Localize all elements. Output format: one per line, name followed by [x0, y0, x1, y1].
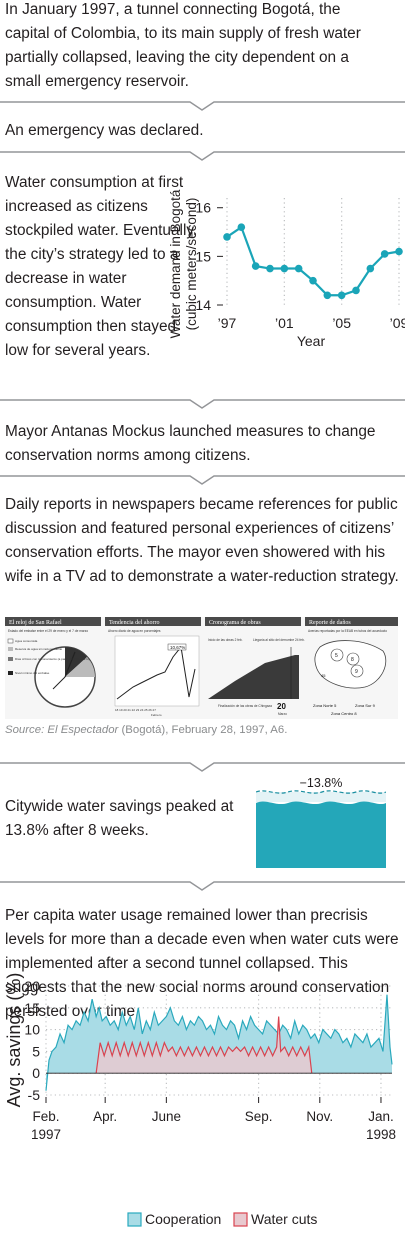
works-date: 20: [277, 702, 286, 711]
source-prefix: Source:: [5, 724, 48, 736]
x-tick-label: ’05: [332, 315, 351, 331]
y-tick-label: 16: [195, 200, 211, 216]
demand-point: [380, 250, 389, 258]
reports-text: Daily reports in newspapers became refer…: [5, 496, 399, 585]
panel-title-clock: El reloj de San Rafael: [9, 619, 62, 626]
demand-point: [395, 247, 403, 256]
y-tick-label: 10: [24, 1022, 40, 1038]
y-tick-label: 15: [24, 1000, 40, 1016]
x-tick-label: Nov.: [306, 1109, 333, 1124]
section-divider: [0, 151, 405, 161]
x-tick-label: June: [152, 1109, 181, 1124]
legend-label-cooperation: Cooperation: [145, 1211, 221, 1227]
intro-text: In January 1997, a tunnel connecting Bog…: [5, 1, 361, 90]
panel-title-works: Cronograma de obras: [209, 620, 261, 626]
demand-point: [280, 264, 289, 273]
water-cuts-area: [96, 1016, 312, 1074]
y-tick-label: 20: [24, 978, 40, 994]
y-axis-label: Avg. savings (%): [4, 973, 24, 1108]
y-axis-label-line1: Water demand in Bogotá: [168, 189, 183, 338]
savings-label: −13.8%: [300, 776, 343, 790]
trend-value: 10,67%: [170, 645, 185, 650]
demand-point: [294, 264, 303, 273]
water-demand-chart: 14 15 16 ’97 ’01 ’05 ’09 Year Water demand in Bo…: [168, 189, 405, 349]
trend-days: 18 19 20 21 22 23 24 25 26 27: [115, 708, 156, 712]
cooperation-area: [46, 994, 392, 1091]
source-publication: El Espectador: [47, 724, 119, 736]
demand-point: [309, 276, 317, 285]
y-tick-label: 14: [195, 297, 211, 313]
mayor-text: Mayor Antanas Mockus launched measures t…: [5, 423, 376, 464]
legend-label-water-cuts: Water cuts: [251, 1211, 317, 1227]
demand-point: [337, 291, 346, 300]
demand-point: [323, 291, 332, 300]
demand-point: [366, 264, 375, 273]
clock-legend-2: Reserva de agua sin racionamiento: [15, 647, 63, 651]
y-tick-label: 15: [195, 248, 211, 264]
x-tick-label: Apr.: [93, 1109, 117, 1124]
newspaper-clipping: El reloj de San Rafael Tendencia del aho…: [5, 617, 398, 719]
x-tick-label: ’09: [390, 315, 405, 331]
cooperation-line: [45, 994, 393, 1091]
y-tick-label: 5: [32, 1043, 40, 1059]
clock-legend-1: Agua consumida: [15, 639, 38, 643]
trend-month: Febrero: [151, 713, 162, 717]
trend-caption: Ahorro diario de agua en porcentajes: [108, 629, 161, 633]
damage-map-number: 8: [351, 657, 354, 663]
damage-map-number: 5: [335, 653, 338, 659]
legend-swatch-cooperation: [127, 1212, 142, 1227]
water-cuts-line: [95, 1016, 313, 1074]
savings-text: Citywide water savings peaked at 13.8% a…: [5, 798, 234, 839]
x-tick-label: Feb.: [32, 1109, 59, 1124]
section-divider: [0, 399, 405, 409]
demand-point: [223, 233, 231, 241]
emergency-text: An emergency was declared.: [5, 122, 204, 139]
damage-zone-north: Zona Norte 5: [313, 703, 337, 708]
demand-point: [251, 262, 260, 270]
y-axis-label: Water demand in Bogotá (cubic meters/seco…: [168, 189, 199, 338]
x-tick-label: ’01: [275, 315, 294, 331]
y-tick-label: -5: [28, 1087, 41, 1103]
demand-point: [352, 286, 360, 295]
demand-point: [266, 264, 274, 273]
damage-map-number: 9: [355, 669, 358, 675]
works-caption-2: Llegaría al sitio del derrumbe 24 feb.: [253, 638, 305, 642]
x-tick-label: ’97: [218, 315, 237, 331]
section-divider: [0, 101, 405, 111]
x-tick-label: Sep.: [245, 1109, 273, 1124]
clock-legend-3: Días críticos con racionamiento (a parti…: [15, 657, 90, 661]
damage-caption: Averías reportadas por la EEAB en tubos …: [308, 629, 387, 633]
works-month: Marzo: [278, 712, 287, 716]
section-divider: [0, 762, 405, 772]
demand-point: [237, 223, 246, 231]
section-divider: [0, 475, 405, 485]
x-axis-label: Year: [297, 333, 326, 349]
percapita-text: Per capita water usage remained lower th…: [5, 907, 399, 1020]
clock-legend-4: Nivel mínimo del embalse: [15, 671, 50, 675]
x-tick-label-year: 1998: [366, 1127, 396, 1142]
y-tick-label: 0: [32, 1065, 40, 1081]
water-savings-graphic: −13.8%: [255, 776, 387, 868]
damage-zone-center: Zona Centro 8: [331, 711, 357, 716]
source-credit: Source: El Espectador (Bogotá), February…: [5, 720, 287, 740]
panel-title-trend: Tendencia del ahorro: [109, 620, 160, 626]
section-divider: [0, 881, 405, 891]
damage-map-number: 45: [321, 673, 326, 678]
x-tick-label-year: 1997: [31, 1127, 61, 1142]
panel-title-damage: Reporte de daños: [309, 620, 351, 626]
x-tick-label: Jan.: [368, 1109, 394, 1124]
damage-zone-south: Zona Sur 9: [355, 703, 376, 708]
clock-caption: Estado del embalse entre el 29 de enero …: [8, 629, 88, 633]
y-axis-label-line2: (cubic meters/second): [184, 198, 199, 331]
consumption-text: Water consumption at first increased as …: [5, 174, 198, 359]
demand-series-line: [226, 225, 400, 297]
works-caption-1: Inicio de las obras 2 feb.: [208, 638, 243, 642]
works-caption-3: Finalización de las obras de Chingaza: [218, 704, 272, 708]
legend-swatch-water-cuts: [233, 1212, 248, 1227]
source-rest: (Bogotá), February 28, 1997, A6.: [118, 724, 288, 736]
avg-savings-chart: -5 0 5 10 15 20 Feb. 1997 Apr. June Sep. Nov. Jan. 19…: [4, 973, 396, 1227]
